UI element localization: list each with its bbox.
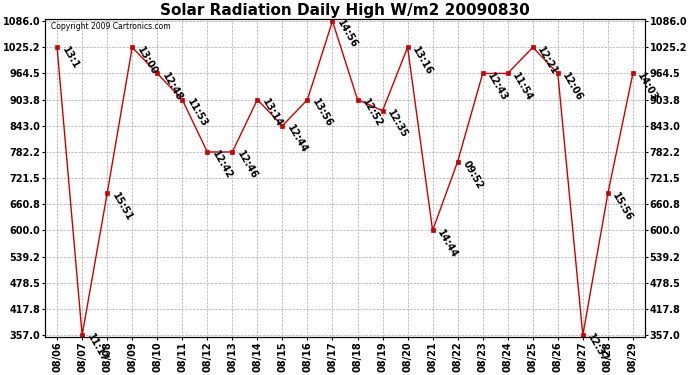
Text: 14:44: 14:44 <box>435 228 460 260</box>
Text: 13:16: 13:16 <box>411 45 435 76</box>
Text: 11:54: 11:54 <box>511 70 535 102</box>
Text: 12:44: 12:44 <box>285 123 309 155</box>
Text: 12:52: 12:52 <box>360 97 384 129</box>
Text: 13:00: 13:00 <box>135 45 159 76</box>
Text: 12:21: 12:21 <box>535 45 560 76</box>
Text: 12:42: 12:42 <box>210 149 234 181</box>
Text: 14:56: 14:56 <box>335 18 359 50</box>
Text: 12:37: 12:37 <box>586 332 610 364</box>
Text: 12:43: 12:43 <box>486 70 510 102</box>
Text: 12:06: 12:06 <box>560 70 584 102</box>
Text: 13:1: 13:1 <box>60 45 81 70</box>
Text: 12:46: 12:46 <box>235 149 259 181</box>
Text: 13:14: 13:14 <box>260 97 284 129</box>
Text: 09:52: 09:52 <box>460 159 484 190</box>
Title: Solar Radiation Daily High W/m2 20090830: Solar Radiation Daily High W/m2 20090830 <box>160 3 530 18</box>
Text: 12:35: 12:35 <box>385 108 409 140</box>
Text: 13:56: 13:56 <box>310 97 335 129</box>
Text: 11:53: 11:53 <box>185 97 209 129</box>
Text: 14:03: 14:03 <box>635 70 660 102</box>
Text: 12:48: 12:48 <box>160 70 184 103</box>
Text: 11:17: 11:17 <box>85 332 109 364</box>
Text: Copyright 2009 Cartronics.com: Copyright 2009 Cartronics.com <box>50 22 170 31</box>
Text: 15:51: 15:51 <box>110 190 134 222</box>
Text: 15:56: 15:56 <box>611 190 635 222</box>
